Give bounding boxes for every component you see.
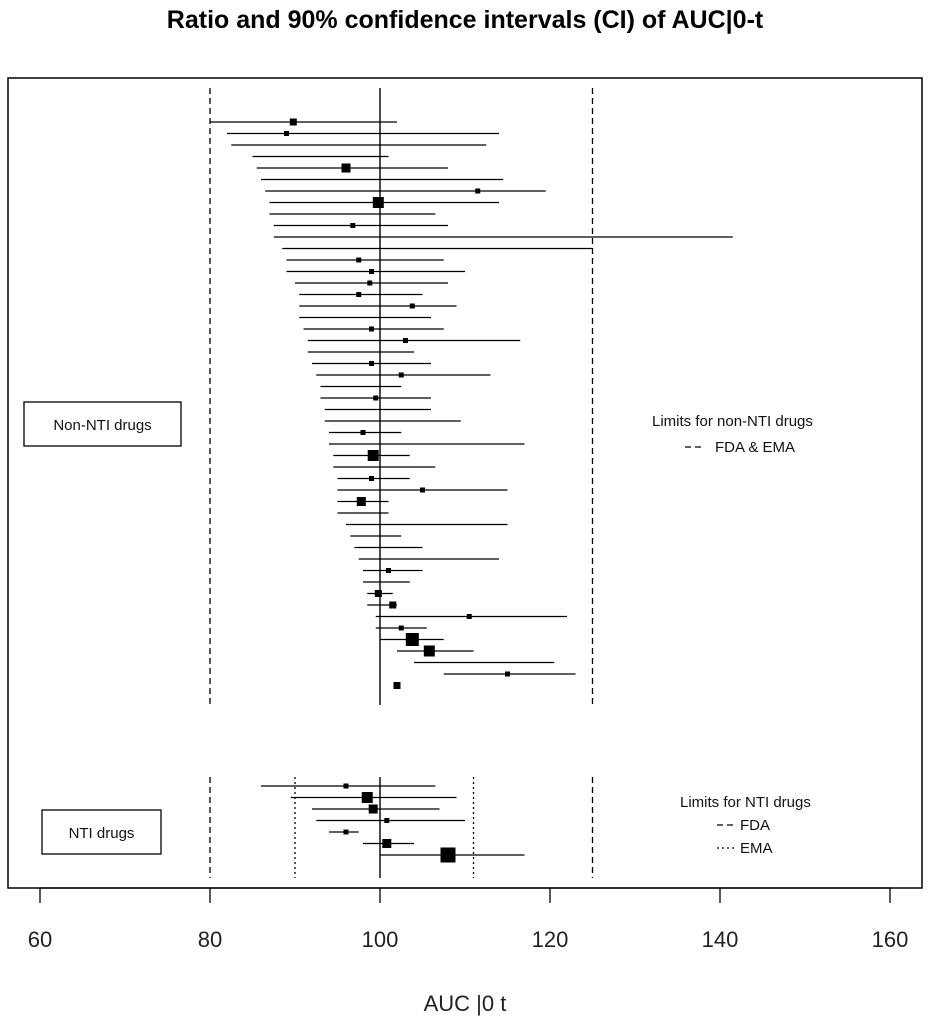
point-estimate-0-48 [505,671,510,677]
x-tick-label-5: 160 [872,927,909,952]
limit-legends: Limits for non-NTI drugs FDA & EMA Limits … [652,413,813,857]
plot-frame [7,77,923,889]
point-estimate-0-13 [369,269,374,274]
x-tick-label-2: 100 [362,927,399,952]
chart-title: Ratio and 90% confidence intervals (CI) … [167,6,764,34]
legend-title-0: Limits for non-NTI drugs [652,413,813,430]
point-estimate-1-6 [440,847,456,863]
point-estimate-0-45 [405,633,419,646]
point-estimate-0-29 [367,450,379,461]
point-estimate-0-22 [398,372,404,378]
point-estimate-0-1 [284,131,289,136]
point-estimate-0-6 [475,188,481,194]
point-estimate-0-0 [289,118,297,126]
legend-entry-0-0: FDA & EMA [715,439,795,456]
confidence-intervals [210,121,733,856]
point-estimate-0-4 [341,163,351,173]
point-estimate-0-9 [350,223,356,228]
point-estimate-1-0 [343,783,349,789]
point-estimate-0-7 [372,197,384,208]
group-labels: Non-NTI drugs NTI drugs [23,401,182,855]
point-estimate-0-21 [369,361,374,366]
group-box-1 [41,809,162,855]
group-label-1: NTI drugs [69,825,135,842]
point-estimate-0-24 [373,395,379,401]
x-tick-label-0: 60 [28,927,52,952]
point-estimate-0-14 [367,280,373,286]
point-estimate-0-43 [466,614,472,619]
x-tick-label-1: 80 [198,927,222,952]
group-label-0: Non-NTI drugs [53,417,151,434]
point-estimate-1-3 [384,818,390,823]
x-tick-label-3: 120 [532,927,569,952]
x-axis: 60 80 100 120 140 160 [28,887,909,952]
x-tick-label-4: 140 [702,927,739,952]
point-estimate-0-44 [398,625,404,631]
point-estimate-0-18 [369,326,374,332]
point-estimate-0-12 [356,257,362,263]
limit-lines [209,88,594,878]
point-estimate-0-49 [393,682,401,689]
point-estimate-0-27 [360,430,366,435]
point-estimate-0-46 [423,645,435,657]
point-estimate-0-31 [369,476,374,481]
point-estimate-1-1 [361,792,373,803]
point-estimate-0-42 [389,601,397,609]
x-axis-label: AUC |0 t [424,991,507,1016]
point-estimate-0-15 [356,292,362,297]
point-estimate-1-4 [343,829,349,835]
point-estimate-0-16 [409,303,415,309]
legend-entry-1-1: EMA [740,840,773,857]
point-estimate-0-19 [403,338,408,343]
point-estimate-0-39 [386,568,391,573]
point-estimate-0-32 [420,487,425,493]
point-estimate-1-5 [382,839,392,848]
point-estimate-0-33 [356,497,366,506]
point-estimates [284,118,510,863]
group-box-0 [23,401,182,447]
point-estimate-0-41 [374,590,382,597]
legend-title-1: Limits for NTI drugs [680,794,811,811]
legend-entry-1-0: FDA [740,817,770,834]
point-estimate-1-2 [368,804,378,814]
